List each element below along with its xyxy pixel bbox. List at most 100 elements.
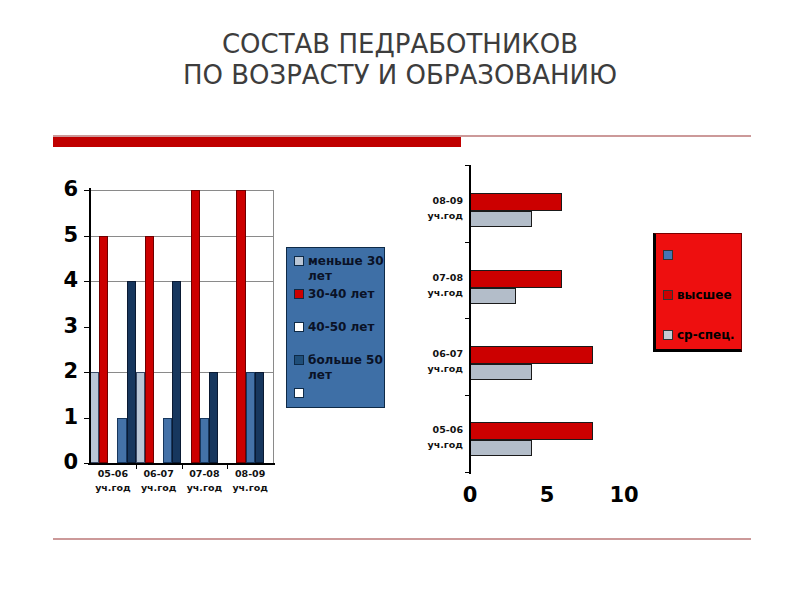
slide-title-line1: СОСТАВ ПЕДРАБОТНИКОВ	[0, 29, 800, 60]
gridline	[90, 190, 273, 191]
category-label: 06-07уч.год	[134, 467, 184, 494]
bar-series3	[163, 418, 172, 464]
category-label-line: 07-08	[403, 271, 463, 286]
legend-item	[663, 248, 741, 260]
bar-series3	[246, 372, 255, 463]
category-label: 05-06уч.год	[88, 467, 138, 494]
legend-label: больше 50 лет	[308, 353, 383, 383]
legend-item: больше 50 лет	[294, 353, 383, 383]
bar-больше 50 лет	[209, 372, 218, 463]
legend-label: 40-50 лет	[308, 320, 374, 335]
category-label-line: 06-07	[134, 467, 184, 481]
bar-30-40 лет	[99, 236, 108, 464]
bar-высшее	[470, 270, 562, 288]
category-label-line: 05-06	[88, 467, 138, 481]
bar-ср-спец.	[470, 364, 532, 380]
y-axis-label: 5	[48, 223, 78, 247]
accent-bar	[53, 137, 461, 147]
axis-tick	[465, 472, 470, 473]
category-label: 07-08уч.год	[180, 467, 230, 494]
category-label: 08-09уч.год	[403, 194, 463, 223]
category-label-line: уч.год	[403, 362, 463, 377]
legend-item: высшее	[663, 288, 741, 303]
bar-series3	[200, 418, 209, 464]
y-axis-label: 1	[48, 405, 78, 429]
legend-label: 30-40 лет	[308, 287, 374, 302]
x-axis-label: 0	[450, 483, 490, 507]
slide-title-line2: ПО ВОЗРАСТУ И ОБРАЗОВАНИЮ	[0, 60, 800, 91]
legend-swatch	[294, 289, 304, 299]
bar-больше 50 лет	[172, 281, 181, 463]
category-label-line: 08-09	[225, 467, 275, 481]
category-label-line: уч.год	[88, 481, 138, 495]
bar-высшее	[470, 346, 593, 364]
y-tick	[84, 418, 90, 419]
category-label-line: уч.год	[225, 481, 275, 495]
y-tick	[84, 463, 90, 464]
category-label-line: уч.год	[180, 481, 230, 495]
legend-label: меньше 30 лет	[308, 254, 384, 284]
bar-высшее	[470, 422, 593, 440]
category-label-line: 06-07	[403, 347, 463, 362]
legend-label: высшее	[677, 288, 732, 303]
slide: СОСТАВ ПЕДРАБОТНИКОВ ПО ВОЗРАСТУ И ОБРАЗ…	[0, 0, 800, 600]
education-chart-legend: высшее ср-спец.	[653, 233, 742, 352]
bar-меньше 30 лет	[136, 372, 145, 463]
legend-swatch	[663, 330, 673, 340]
legend-swatch	[294, 322, 304, 332]
category-label-line: уч.год	[403, 438, 463, 453]
axis-tick	[465, 242, 470, 243]
y-axis-label: 2	[48, 359, 78, 383]
legend-item: ср-спец.	[663, 328, 741, 343]
bar-30-40 лет	[191, 190, 200, 463]
bar-30-40 лет	[236, 190, 245, 463]
bar-высшее	[470, 193, 562, 211]
bar-series3	[117, 418, 126, 464]
y-tick	[84, 236, 90, 237]
legend-swatch	[663, 250, 673, 260]
category-label-line: 08-09	[403, 194, 463, 209]
bar-меньше 30 лет	[90, 372, 99, 463]
y-tick	[84, 190, 90, 191]
legend-item: 30-40 лет	[294, 287, 383, 302]
category-label: 05-06уч.год	[403, 423, 463, 452]
gridline	[90, 281, 273, 282]
legend-label: ср-спец.	[677, 328, 735, 343]
bar-ср-спец.	[470, 288, 516, 304]
category-label-line: уч.год	[403, 209, 463, 224]
y-axis-label: 4	[48, 268, 78, 292]
category-label-line: 05-06	[403, 423, 463, 438]
gridline	[90, 236, 273, 237]
category-label: 08-09уч.год	[225, 467, 275, 494]
y-axis-label: 6	[48, 177, 78, 201]
y-tick	[84, 327, 90, 328]
category-axis-line	[469, 165, 471, 474]
bar-ср-спец.	[470, 211, 532, 227]
category-label: 07-08уч.год	[403, 271, 463, 300]
axis-tick	[465, 395, 470, 396]
legend-swatch	[294, 355, 304, 365]
axis-tick	[465, 318, 470, 319]
y-tick	[84, 372, 90, 373]
legend-item: 40-50 лет	[294, 320, 383, 335]
category-label: 06-07уч.год	[403, 347, 463, 376]
y-axis-label: 0	[48, 450, 78, 474]
category-label-line: уч.год	[403, 286, 463, 301]
axis-tick	[465, 165, 470, 166]
slide-title: СОСТАВ ПЕДРАБОТНИКОВ ПО ВОЗРАСТУ И ОБРАЗ…	[0, 29, 800, 91]
legend-item: меньше 30 лет	[294, 254, 383, 284]
x-axis-label: 5	[527, 483, 567, 507]
bar-больше 50 лет	[127, 281, 136, 463]
bar-ср-спец.	[470, 440, 532, 456]
category-label-line: уч.год	[134, 481, 184, 495]
bar-30-40 лет	[145, 236, 154, 464]
bar-больше 50 лет	[255, 372, 264, 463]
legend-swatch	[663, 290, 673, 300]
age-chart-legend: меньше 30 лет 30-40 лет 40-50 лет больше 50…	[286, 247, 385, 408]
bottom-divider-line	[53, 538, 751, 540]
y-tick	[84, 281, 90, 282]
legend-swatch	[294, 256, 304, 266]
category-label-line: 07-08	[180, 467, 230, 481]
legend-swatch	[294, 388, 304, 398]
x-axis-label: 10	[604, 483, 644, 507]
